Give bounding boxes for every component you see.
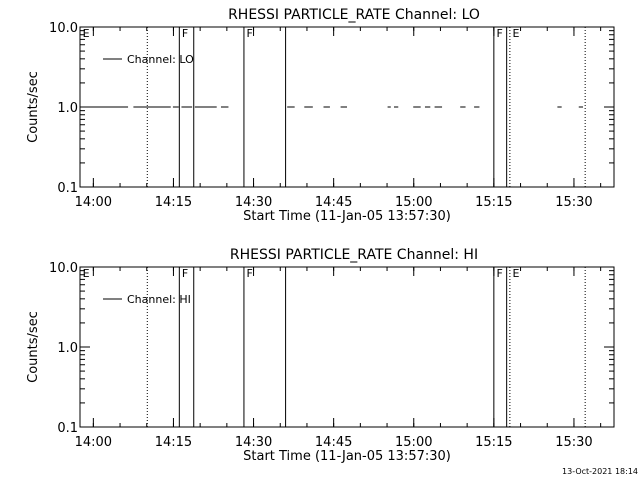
event-marker-letter: E	[512, 267, 519, 280]
x-tick-label: 14:15	[155, 195, 192, 210]
event-marker-letter: F	[496, 267, 502, 280]
event-marker-letter: E	[83, 267, 90, 280]
x-axis-label: Start Time (11-Jan-05 13:57:30)	[243, 449, 451, 464]
y-tick-label: 0.1	[57, 421, 78, 436]
y-axis-label: Counts/sec	[26, 71, 41, 143]
footer-timestamp: 13-Oct-2021 18:14	[562, 467, 638, 476]
x-axis-label: Start Time (11-Jan-05 13:57:30)	[243, 209, 451, 224]
event-marker-letter: F	[182, 267, 188, 280]
panel-1: RHESSI PARTICLE_RATE Channel: LO 0.1 1.0 10…	[26, 7, 615, 224]
chart-title: RHESSI PARTICLE_RATE Channel: HI	[230, 247, 478, 263]
x-tick-label: 14:45	[315, 195, 352, 210]
x-tick-label: 15:00	[395, 435, 432, 450]
x-tick-label: 14:00	[75, 435, 112, 450]
x-tick-label: 15:15	[475, 195, 512, 210]
x-tick-label: 15:30	[555, 195, 592, 210]
x-tick-label: 14:15	[155, 435, 192, 450]
chart-title: RHESSI PARTICLE_RATE Channel: LO	[228, 7, 480, 23]
y-tick-label: 1.0	[57, 341, 78, 356]
y-tick-label: 10.0	[49, 21, 78, 36]
x-tick-label: 14:45	[315, 435, 352, 450]
legend-label: Channel: HI	[127, 293, 191, 306]
x-tick-label: 14:30	[235, 435, 272, 450]
event-marker-letter: F	[182, 27, 188, 40]
x-tick-label: 15:00	[395, 195, 432, 210]
event-marker-letter: E	[83, 27, 90, 40]
event-marker-letter: F	[247, 27, 253, 40]
event-marker-letter: E	[512, 27, 519, 40]
panels-group: RHESSI PARTICLE_RATE Channel: LO 0.1 1.0 10…	[26, 7, 615, 464]
y-tick-label: 0.1	[57, 181, 78, 196]
x-tick-label: 15:30	[555, 435, 592, 450]
y-tick-label: 10.0	[49, 261, 78, 276]
legend-label: Channel: LO	[127, 53, 194, 66]
x-tick-label: 14:00	[75, 195, 112, 210]
x-tick-label: 14:30	[235, 195, 272, 210]
event-marker-letter: F	[496, 27, 502, 40]
panel-2: RHESSI PARTICLE_RATE Channel: HI 0.1 1.0 10…	[26, 247, 615, 464]
y-tick-label: 1.0	[57, 101, 78, 116]
x-tick-label: 15:15	[475, 435, 512, 450]
event-marker-letter: F	[247, 267, 253, 280]
y-axis-label: Counts/sec	[26, 311, 41, 383]
